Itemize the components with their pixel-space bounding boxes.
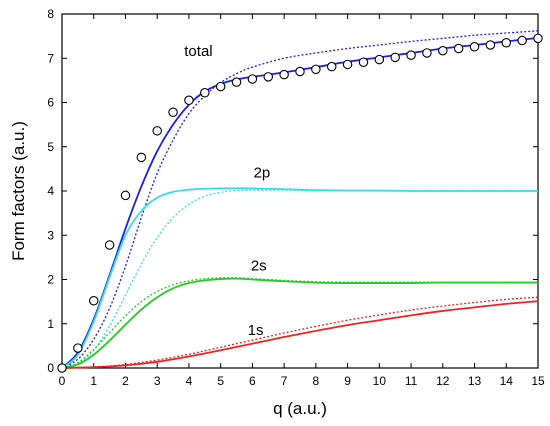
data-markers: [57, 33, 543, 373]
y-tick-label: 5: [47, 140, 54, 154]
total-data-point: [215, 81, 226, 92]
y-tick-label: 8: [47, 7, 54, 21]
x-tick-label: 2: [122, 374, 129, 388]
total-data-point: [326, 61, 337, 72]
total-data-point: [342, 59, 353, 70]
total-data-point: [485, 40, 496, 50]
curve-labels: total 2p 2s 1s: [184, 43, 270, 339]
y-tick-label: 6: [47, 96, 54, 110]
x-tick-label: 0: [59, 374, 66, 388]
total-data-point: [295, 66, 305, 77]
total-data-point: [406, 50, 416, 60]
total-data-point: [374, 54, 385, 65]
curve-label: 1s: [248, 322, 264, 339]
curve-total-dotted: [61, 30, 539, 369]
x-tick-label: 6: [249, 374, 256, 388]
x-tick-label: 10: [373, 374, 387, 388]
total-data-point: [88, 295, 99, 306]
x-tick-label: 4: [186, 374, 193, 388]
curve-2p-solid: [61, 187, 538, 369]
curve-1s-solid: [61, 300, 539, 369]
curve-label: 2p: [254, 165, 271, 182]
x-tick-label: 11: [405, 374, 418, 388]
total-data-point: [247, 74, 258, 84]
total-data-point: [184, 95, 194, 106]
total-data-point: [73, 343, 83, 353]
total-data-point: [231, 77, 242, 87]
curve-2s-solid: [61, 277, 538, 369]
total-data-point: [279, 69, 289, 80]
y-tick-label: 3: [47, 228, 54, 242]
x-axis-title: q (a.u.): [273, 399, 327, 418]
x-tick-label: 3: [154, 374, 161, 388]
total-data-point: [120, 190, 131, 201]
total-data-point: [517, 35, 527, 46]
total-data-point: [533, 33, 543, 44]
total-data-point: [136, 152, 147, 163]
x-tick-label: 1: [90, 374, 97, 388]
total-data-point: [390, 52, 400, 63]
curve-2s-dotted: [61, 276, 538, 369]
total-data-point: [501, 38, 512, 48]
total-data-point: [438, 45, 448, 56]
y-axis-title: Form factors (a.u.): [9, 121, 28, 261]
curve-label: total: [184, 43, 212, 60]
total-data-point: [104, 240, 115, 250]
curve-2p-dotted: [61, 189, 538, 369]
curves: [61, 30, 539, 369]
y-tick-label: 1: [47, 317, 54, 331]
curve-total-solid: [61, 36, 539, 369]
x-tick-label: 9: [344, 374, 351, 388]
curve-label: 2s: [251, 258, 267, 275]
y-tick-label: 2: [47, 273, 54, 287]
x-tick-label: 8: [313, 374, 320, 388]
total-data-point: [311, 64, 321, 75]
total-data-point: [422, 48, 432, 58]
total-data-point: [358, 57, 369, 67]
x-tick-label: 5: [217, 374, 224, 388]
x-tick-label: 15: [531, 374, 545, 388]
x-tick-label: 13: [468, 374, 482, 388]
x-tick-label: 7: [281, 374, 288, 388]
total-data-point: [263, 72, 274, 82]
total-data-point: [453, 43, 464, 54]
y-tick-label: 0: [47, 361, 54, 375]
total-data-point: [469, 41, 480, 52]
total-data-point: [152, 126, 162, 136]
total-data-point: [57, 363, 67, 373]
curve-1s-dotted: [61, 296, 539, 369]
x-tick-label: 14: [500, 374, 514, 388]
total-data-point: [200, 88, 210, 98]
y-tick-label: 4: [47, 184, 54, 198]
x-tick-label: 12: [436, 374, 450, 388]
total-data-point: [168, 107, 178, 117]
y-tick-label: 7: [47, 51, 54, 65]
